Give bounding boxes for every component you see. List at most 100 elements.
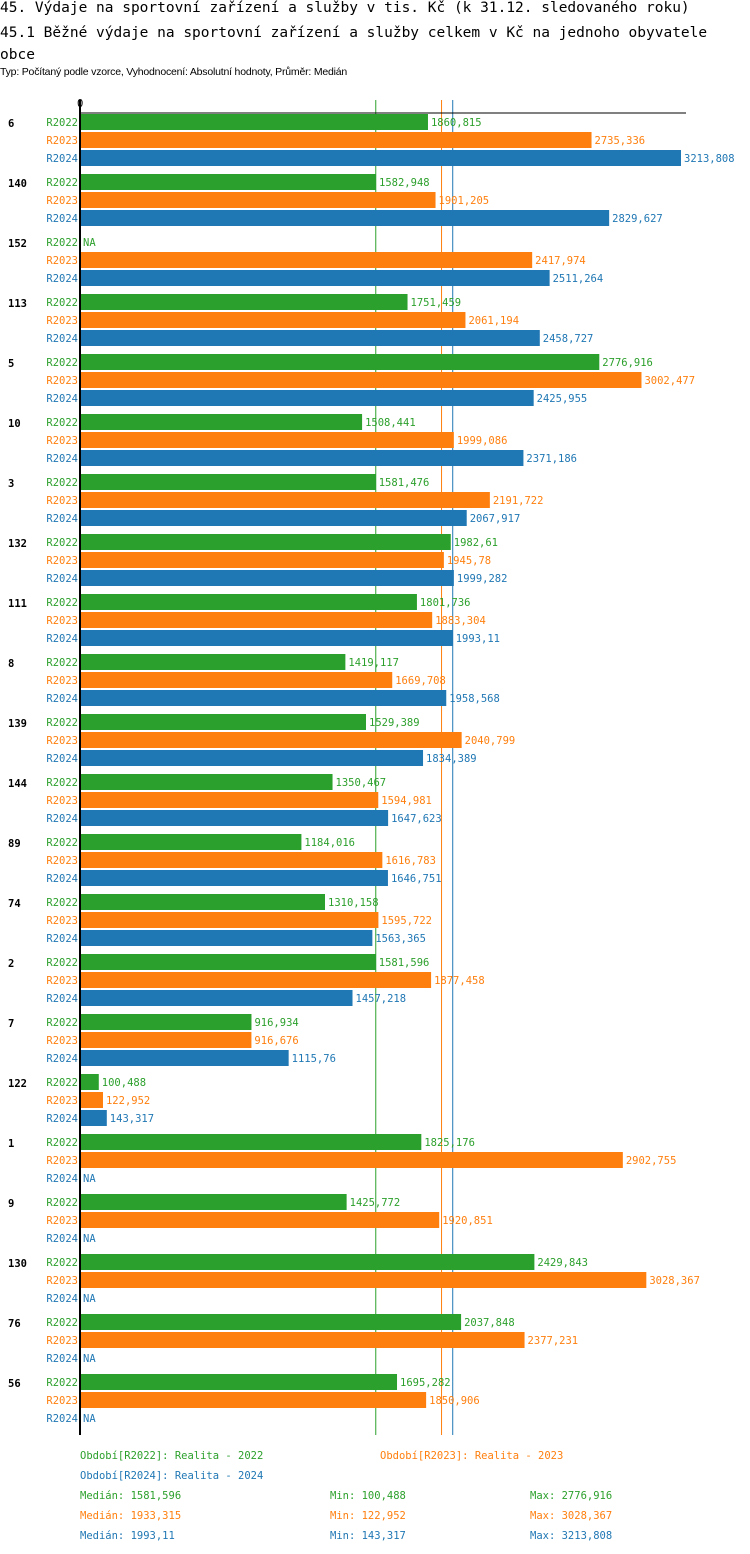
data-label: 2458,727 bbox=[543, 333, 594, 345]
data-label: 1877,458 bbox=[434, 975, 485, 987]
bar bbox=[80, 150, 681, 166]
bar bbox=[80, 270, 550, 286]
data-label: 1801,736 bbox=[420, 597, 471, 609]
series-label: R2023 bbox=[46, 375, 78, 387]
bar bbox=[80, 414, 363, 430]
data-label: 2417,974 bbox=[535, 255, 586, 267]
data-label: 1999,282 bbox=[457, 573, 508, 585]
series-label: R2022 bbox=[46, 297, 78, 309]
bar bbox=[80, 714, 367, 730]
series-label: R2024 bbox=[46, 573, 78, 585]
data-label: 2371,186 bbox=[526, 453, 577, 465]
category-label: 1 bbox=[8, 1138, 14, 1150]
bar bbox=[80, 294, 408, 310]
bar bbox=[80, 510, 467, 526]
series-label: R2022 bbox=[46, 537, 78, 549]
bar bbox=[80, 972, 432, 988]
data-label: 2037,848 bbox=[464, 1317, 515, 1329]
series-label: R2024 bbox=[46, 633, 78, 645]
data-label: 100,488 bbox=[102, 1077, 146, 1089]
bar bbox=[80, 192, 436, 208]
series-label: R2023 bbox=[46, 135, 78, 147]
series-label: R2023 bbox=[46, 555, 78, 567]
bar bbox=[80, 1092, 103, 1108]
legend-stat: Max: 2776,916 bbox=[530, 1490, 613, 1502]
series-label: R2024 bbox=[46, 933, 78, 945]
bar bbox=[80, 654, 346, 670]
series-label: R2024 bbox=[46, 1233, 78, 1245]
series-label: R2024 bbox=[46, 1173, 78, 1185]
bar bbox=[80, 1332, 525, 1348]
series-label: R2023 bbox=[46, 675, 78, 687]
series-label: R2022 bbox=[46, 1377, 78, 1389]
data-label: 1834,389 bbox=[426, 753, 477, 765]
bar bbox=[80, 990, 353, 1006]
series-label: R2024 bbox=[46, 873, 78, 885]
series-label: R2024 bbox=[46, 693, 78, 705]
bar bbox=[80, 1272, 647, 1288]
data-label: 2425,955 bbox=[537, 393, 588, 405]
data-label: 1646,751 bbox=[391, 873, 442, 885]
series-label: R2024 bbox=[46, 1113, 78, 1125]
data-label: 1647,623 bbox=[391, 813, 442, 825]
series-label: R2022 bbox=[46, 117, 78, 129]
bar bbox=[80, 354, 600, 370]
data-label: 2735,336 bbox=[595, 135, 646, 147]
series-label: R2022 bbox=[46, 417, 78, 429]
data-label: 2776,916 bbox=[602, 357, 653, 369]
bar bbox=[80, 432, 454, 448]
bar bbox=[80, 732, 462, 748]
bar bbox=[80, 132, 592, 148]
category-label: 8 bbox=[8, 658, 14, 670]
bar bbox=[80, 834, 302, 850]
data-label: 916,676 bbox=[254, 1035, 298, 1047]
bar bbox=[80, 1074, 99, 1090]
bar bbox=[80, 1212, 440, 1228]
chart-info: Typ: Počítaný podle vzorce, Vyhodnocení:… bbox=[0, 66, 348, 78]
legend-stat: Min: 122,952 bbox=[330, 1510, 406, 1522]
data-label: 2902,755 bbox=[626, 1155, 677, 1167]
series-label: R2023 bbox=[46, 495, 78, 507]
series-label: R2024 bbox=[46, 753, 78, 765]
data-label: 2377,231 bbox=[528, 1335, 579, 1347]
data-label: 2061,194 bbox=[468, 315, 519, 327]
category-label: 122 bbox=[8, 1078, 27, 1090]
category-label: 7 bbox=[8, 1018, 14, 1030]
series-label: R2023 bbox=[46, 255, 78, 267]
data-label: 1425,772 bbox=[350, 1197, 401, 1209]
data-label: NA bbox=[83, 237, 96, 249]
bar bbox=[80, 870, 388, 886]
category-label: 152 bbox=[8, 238, 27, 250]
series-label: R2024 bbox=[46, 993, 78, 1005]
data-label: 2067,917 bbox=[470, 513, 521, 525]
series-label: R2022 bbox=[46, 717, 78, 729]
series-label: R2023 bbox=[46, 1035, 78, 1047]
series-label: R2024 bbox=[46, 393, 78, 405]
data-label: NA bbox=[83, 1353, 96, 1365]
series-label: R2022 bbox=[46, 657, 78, 669]
series-label: R2024 bbox=[46, 273, 78, 285]
category-label: 89 bbox=[8, 838, 21, 850]
data-label: 1920,851 bbox=[442, 1215, 493, 1227]
data-label: NA bbox=[83, 1413, 96, 1425]
bar bbox=[80, 330, 540, 346]
data-label: 3213,808 bbox=[684, 153, 735, 165]
series-label: R2022 bbox=[46, 957, 78, 969]
data-label: 1581,596 bbox=[379, 957, 430, 969]
series-label: R2024 bbox=[46, 153, 78, 165]
series-label: R2023 bbox=[46, 435, 78, 447]
series-label: R2023 bbox=[46, 315, 78, 327]
data-label: 1945,78 bbox=[447, 555, 491, 567]
category-label: 132 bbox=[8, 538, 27, 550]
data-label: 3028,367 bbox=[649, 1275, 700, 1287]
category-label: 140 bbox=[8, 178, 27, 190]
series-label: R2022 bbox=[46, 597, 78, 609]
series-label: R2022 bbox=[46, 837, 78, 849]
data-label: 1993,11 bbox=[456, 633, 500, 645]
bar bbox=[80, 774, 333, 790]
series-label: R2023 bbox=[46, 915, 78, 927]
legend-stat: Max: 3028,367 bbox=[530, 1510, 613, 1522]
legend-stat: Min: 143,317 bbox=[330, 1530, 406, 1542]
bar bbox=[80, 810, 389, 826]
data-label: 1563,365 bbox=[375, 933, 426, 945]
